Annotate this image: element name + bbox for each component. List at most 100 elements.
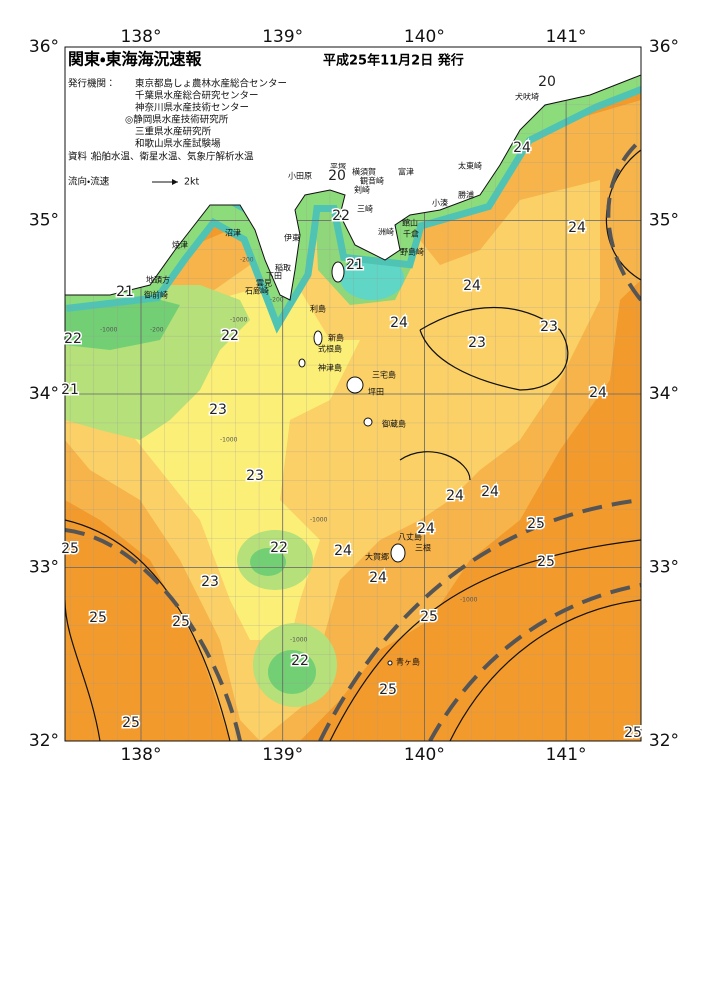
lat-tick-label: 33° xyxy=(649,558,679,578)
kuroshio-axis xyxy=(65,138,641,741)
place-name: 太東崎 xyxy=(458,161,482,171)
isotherm-label: 23 xyxy=(209,402,227,418)
lat-tick-label: 36° xyxy=(649,37,679,57)
zone-cold xyxy=(340,256,404,300)
legend-label: 流向・流速 xyxy=(68,176,110,188)
place-name: 横須賀 xyxy=(352,167,376,177)
lon-tick-label: 139° xyxy=(262,745,303,765)
place-name: 式根島 xyxy=(318,344,342,354)
isotherm-label: 20 xyxy=(328,168,346,184)
place-name: 青ヶ島 xyxy=(396,657,420,667)
agency: 三重県水産研究所 xyxy=(135,126,212,138)
isotherm-label: 25 xyxy=(379,682,397,698)
place-name: 坪田 xyxy=(368,388,384,397)
isotherm-label: 25 xyxy=(624,725,642,741)
lon-tick-label: 141° xyxy=(546,27,587,47)
depth-label: -200 xyxy=(150,327,164,334)
isotherm-label: 24 xyxy=(369,570,387,586)
place-name: 平塚 xyxy=(330,163,346,172)
place-name: 下田 xyxy=(266,272,282,281)
isotherm-label: 22 xyxy=(291,653,309,669)
place-name: 地頭方 xyxy=(146,275,170,285)
isotherm-label: 24 xyxy=(513,140,531,156)
lon-tick-label: 141° xyxy=(546,745,587,765)
place-name: 雲見 xyxy=(256,279,272,288)
lon-tick-label: 138° xyxy=(121,27,162,47)
isotherm-label: 23 xyxy=(540,319,558,335)
lon-tick-label: 140° xyxy=(404,27,445,47)
place-name: 大賀郷 xyxy=(365,552,389,562)
isotherm-label: 23 xyxy=(201,574,219,590)
labels: 関東・東海海況速報 平成25年11月2日 発行 発行機関： 資料： 船舶水温、衛… xyxy=(29,27,679,765)
isotherm-label: 24 xyxy=(390,315,408,331)
islands xyxy=(298,261,406,666)
agency: 東京都島しょ農林水産総合センター xyxy=(135,78,287,90)
isotherm-label: 22 xyxy=(221,328,239,344)
depth-label: -200 xyxy=(240,257,254,264)
depth-label: -1000 xyxy=(220,437,238,444)
place-name: 石廊崎 xyxy=(245,286,269,296)
isotherm-label: 25 xyxy=(537,554,555,570)
place-name: 館山 xyxy=(402,218,418,228)
depth-label: -1000 xyxy=(460,597,478,604)
issue-date: 平成25年11月2日 発行 xyxy=(323,53,464,69)
isotherm-label: 21 xyxy=(346,257,364,273)
lat-tick-label: 32° xyxy=(649,731,679,751)
isotherm-label: 20 xyxy=(538,74,556,90)
isotherm-label: 23 xyxy=(468,335,486,351)
place-name: 大島 xyxy=(346,257,362,267)
agency: ◎静岡県水産技術研究所 xyxy=(125,114,229,126)
depth-label: -1000 xyxy=(310,517,328,524)
place-name: 観音崎 xyxy=(360,176,384,186)
legend-arrow-head xyxy=(172,179,178,185)
lat-tick-label: 34° xyxy=(29,384,59,404)
source-label: 資料： xyxy=(68,151,97,163)
depth-label: -1000 xyxy=(290,637,308,644)
agency: 和歌山県水産試験場 xyxy=(135,138,221,150)
title: 関東・東海海況速報 xyxy=(68,50,202,69)
isotherm-label: 22 xyxy=(332,208,350,224)
isotherm-label: 22 xyxy=(270,540,288,556)
isotherm-label: 25 xyxy=(527,516,545,532)
lat-tick-label: 33° xyxy=(29,558,59,578)
isotherm-label: 24 xyxy=(446,488,464,504)
place-name: 勝浦 xyxy=(458,190,474,200)
place-name: 三宅島 xyxy=(372,370,396,380)
place-name: 剣崎 xyxy=(354,185,370,195)
place-name: 小田原 xyxy=(288,172,312,181)
map-body xyxy=(65,47,641,741)
lat-tick-label: 34° xyxy=(649,384,679,404)
legend-speed: 2kt xyxy=(184,177,200,188)
isotherm-label: 24 xyxy=(417,521,435,537)
map-frame xyxy=(64,46,642,742)
isotherm-label: 24 xyxy=(334,543,352,559)
lon-tick-label: 138° xyxy=(121,745,162,765)
place-name: 御前崎 xyxy=(144,290,168,300)
agency: 神奈川県水産技術センター xyxy=(135,102,249,114)
lat-tick-label: 35° xyxy=(29,211,59,231)
isotherm-label: 25 xyxy=(420,609,438,625)
lat-tick-label: 36° xyxy=(29,37,59,57)
isotherm-label: 25 xyxy=(172,614,190,630)
place-name: 沼津 xyxy=(225,228,241,238)
place-name: 犬吠埼 xyxy=(515,92,539,102)
agency: 千葉県水産総合研究センター xyxy=(135,90,259,102)
source: 船舶水温、衛星水温、気象庁解析水温 xyxy=(92,151,254,163)
place-name: 利島 xyxy=(310,304,326,314)
isotherm-label: 25 xyxy=(61,541,79,557)
agencies-label: 発行機関： xyxy=(68,78,116,90)
place-name: 富津 xyxy=(398,167,414,177)
place-name: 野島崎 xyxy=(400,247,424,257)
lon-tick-label: 139° xyxy=(262,27,303,47)
depth-label: -1000 xyxy=(100,327,118,334)
isotherm-label: 25 xyxy=(122,715,140,731)
isotherm-label: 24 xyxy=(463,278,481,294)
isotherm-label: 24 xyxy=(568,220,586,236)
lat-tick-label: 35° xyxy=(649,211,679,231)
place-name: 神津島 xyxy=(318,363,342,373)
isotherm-label: 23 xyxy=(246,468,264,484)
place-name: 稲取 xyxy=(275,263,291,273)
isotherm-label: 21 xyxy=(61,382,79,398)
place-name: 三根 xyxy=(415,543,431,553)
